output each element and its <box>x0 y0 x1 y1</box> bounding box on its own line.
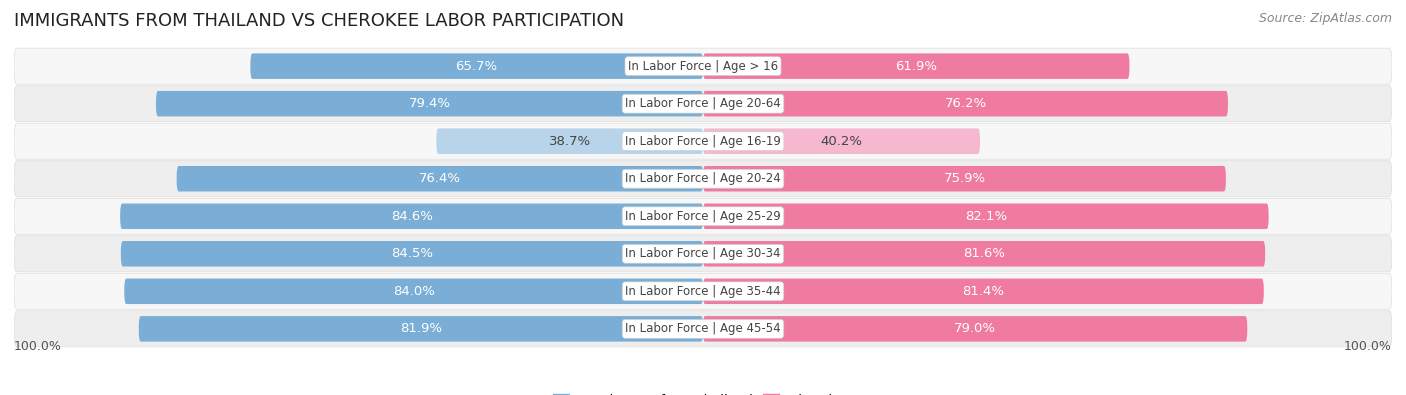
FancyBboxPatch shape <box>14 161 1392 197</box>
Text: 100.0%: 100.0% <box>14 340 62 353</box>
FancyBboxPatch shape <box>703 278 1264 304</box>
Text: 76.2%: 76.2% <box>945 97 987 110</box>
Text: In Labor Force | Age 45-54: In Labor Force | Age 45-54 <box>626 322 780 335</box>
Text: 38.7%: 38.7% <box>548 135 591 148</box>
FancyBboxPatch shape <box>156 91 703 117</box>
Legend: Immigrants from Thailand, Cherokee: Immigrants from Thailand, Cherokee <box>554 394 852 395</box>
FancyBboxPatch shape <box>703 91 1227 117</box>
FancyBboxPatch shape <box>703 128 980 154</box>
FancyBboxPatch shape <box>14 48 1392 84</box>
FancyBboxPatch shape <box>120 203 703 229</box>
Text: In Labor Force | Age 35-44: In Labor Force | Age 35-44 <box>626 285 780 298</box>
Text: 84.5%: 84.5% <box>391 247 433 260</box>
FancyBboxPatch shape <box>14 86 1392 122</box>
Text: 100.0%: 100.0% <box>1344 340 1392 353</box>
FancyBboxPatch shape <box>703 203 1268 229</box>
Text: In Labor Force | Age 25-29: In Labor Force | Age 25-29 <box>626 210 780 223</box>
Text: 81.9%: 81.9% <box>399 322 441 335</box>
Text: 81.6%: 81.6% <box>963 247 1005 260</box>
Text: 65.7%: 65.7% <box>456 60 498 73</box>
Text: In Labor Force | Age 20-64: In Labor Force | Age 20-64 <box>626 97 780 110</box>
FancyBboxPatch shape <box>703 241 1265 267</box>
Text: 61.9%: 61.9% <box>896 60 938 73</box>
FancyBboxPatch shape <box>703 166 1226 192</box>
FancyBboxPatch shape <box>177 166 703 192</box>
Text: In Labor Force | Age > 16: In Labor Force | Age > 16 <box>628 60 778 73</box>
Text: 84.6%: 84.6% <box>391 210 433 223</box>
Text: 84.0%: 84.0% <box>392 285 434 298</box>
FancyBboxPatch shape <box>14 273 1392 309</box>
Text: 81.4%: 81.4% <box>962 285 1004 298</box>
Text: 79.0%: 79.0% <box>955 322 995 335</box>
Text: 82.1%: 82.1% <box>965 210 1007 223</box>
Text: In Labor Force | Age 16-19: In Labor Force | Age 16-19 <box>626 135 780 148</box>
FancyBboxPatch shape <box>14 198 1392 234</box>
FancyBboxPatch shape <box>124 278 703 304</box>
Text: 40.2%: 40.2% <box>821 135 862 148</box>
FancyBboxPatch shape <box>139 316 703 342</box>
Text: 75.9%: 75.9% <box>943 172 986 185</box>
FancyBboxPatch shape <box>14 311 1392 347</box>
FancyBboxPatch shape <box>436 128 703 154</box>
Text: Source: ZipAtlas.com: Source: ZipAtlas.com <box>1258 12 1392 25</box>
FancyBboxPatch shape <box>250 53 703 79</box>
Text: In Labor Force | Age 30-34: In Labor Force | Age 30-34 <box>626 247 780 260</box>
Text: IMMIGRANTS FROM THAILAND VS CHEROKEE LABOR PARTICIPATION: IMMIGRANTS FROM THAILAND VS CHEROKEE LAB… <box>14 12 624 30</box>
FancyBboxPatch shape <box>14 123 1392 159</box>
Text: In Labor Force | Age 20-24: In Labor Force | Age 20-24 <box>626 172 780 185</box>
FancyBboxPatch shape <box>14 236 1392 272</box>
Text: 79.4%: 79.4% <box>409 97 450 110</box>
FancyBboxPatch shape <box>703 316 1247 342</box>
Text: 76.4%: 76.4% <box>419 172 461 185</box>
FancyBboxPatch shape <box>703 53 1129 79</box>
FancyBboxPatch shape <box>121 241 703 267</box>
